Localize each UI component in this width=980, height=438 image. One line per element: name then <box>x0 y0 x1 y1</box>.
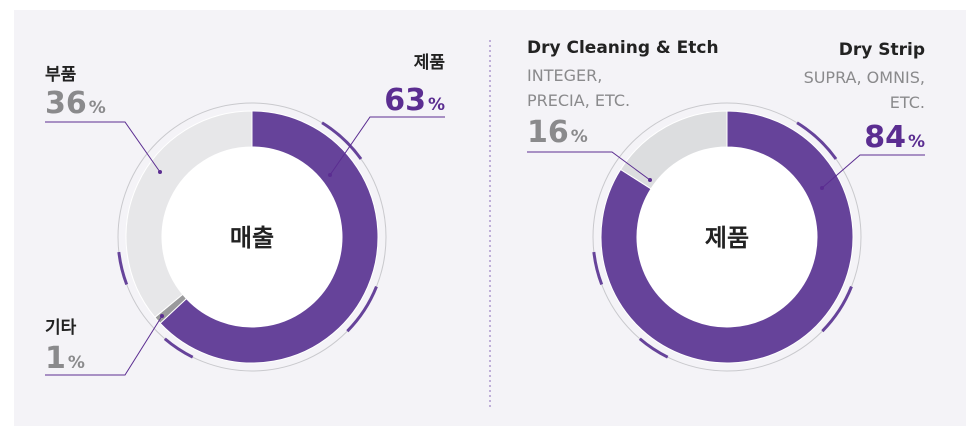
leader-dot <box>158 170 162 174</box>
value-number: 1 <box>45 341 66 376</box>
description: SUPRA, OMNIS, <box>804 68 925 87</box>
value-number: 16 <box>527 115 569 150</box>
value-number: 36 <box>45 86 87 121</box>
leader-dot <box>160 314 164 318</box>
hole <box>162 147 342 327</box>
accent-arc <box>321 121 363 160</box>
center-label: 매출 <box>230 224 274 252</box>
value-unit: % <box>908 132 925 152</box>
category-label: 기타 <box>45 318 77 338</box>
category-label: 제품 <box>414 53 446 73</box>
value-number: 84 <box>864 120 906 155</box>
value-label: 63% <box>384 83 445 118</box>
value-label: 1% <box>45 341 85 376</box>
leader-line <box>329 116 445 176</box>
leader-dot <box>820 186 824 190</box>
leader-dot <box>648 178 652 182</box>
value-label: 36% <box>45 86 106 121</box>
value-unit: % <box>571 127 588 147</box>
description: ETC. <box>890 93 925 112</box>
leader-line <box>45 315 163 376</box>
leader-line <box>527 151 651 181</box>
outer-ring <box>592 102 862 372</box>
description: INTEGER, <box>527 66 602 85</box>
category-label: 부품 <box>45 65 77 85</box>
leader-line <box>45 121 161 173</box>
outer-ring <box>117 102 387 372</box>
accent-arc <box>117 251 129 286</box>
value-unit: % <box>89 98 106 118</box>
value-unit: % <box>68 353 85 373</box>
hole <box>637 147 817 327</box>
accent-arc <box>796 121 838 160</box>
value-unit: % <box>428 95 445 115</box>
accent-arc <box>638 337 669 359</box>
value-number: 63 <box>384 83 426 118</box>
center-label: 제품 <box>705 224 749 252</box>
accent-arc <box>821 286 853 333</box>
category-label: Dry Cleaning & Etch <box>527 38 719 58</box>
leader-dot <box>328 173 332 177</box>
category-label: Dry Strip <box>839 40 925 60</box>
accent-arc <box>163 337 194 359</box>
accent-arc <box>346 286 378 333</box>
accent-arc <box>592 251 604 286</box>
description: PRECIA, ETC. <box>527 91 630 110</box>
value-label: 84% <box>864 120 925 155</box>
leader-line <box>821 154 925 189</box>
value-label: 16% <box>527 115 588 150</box>
